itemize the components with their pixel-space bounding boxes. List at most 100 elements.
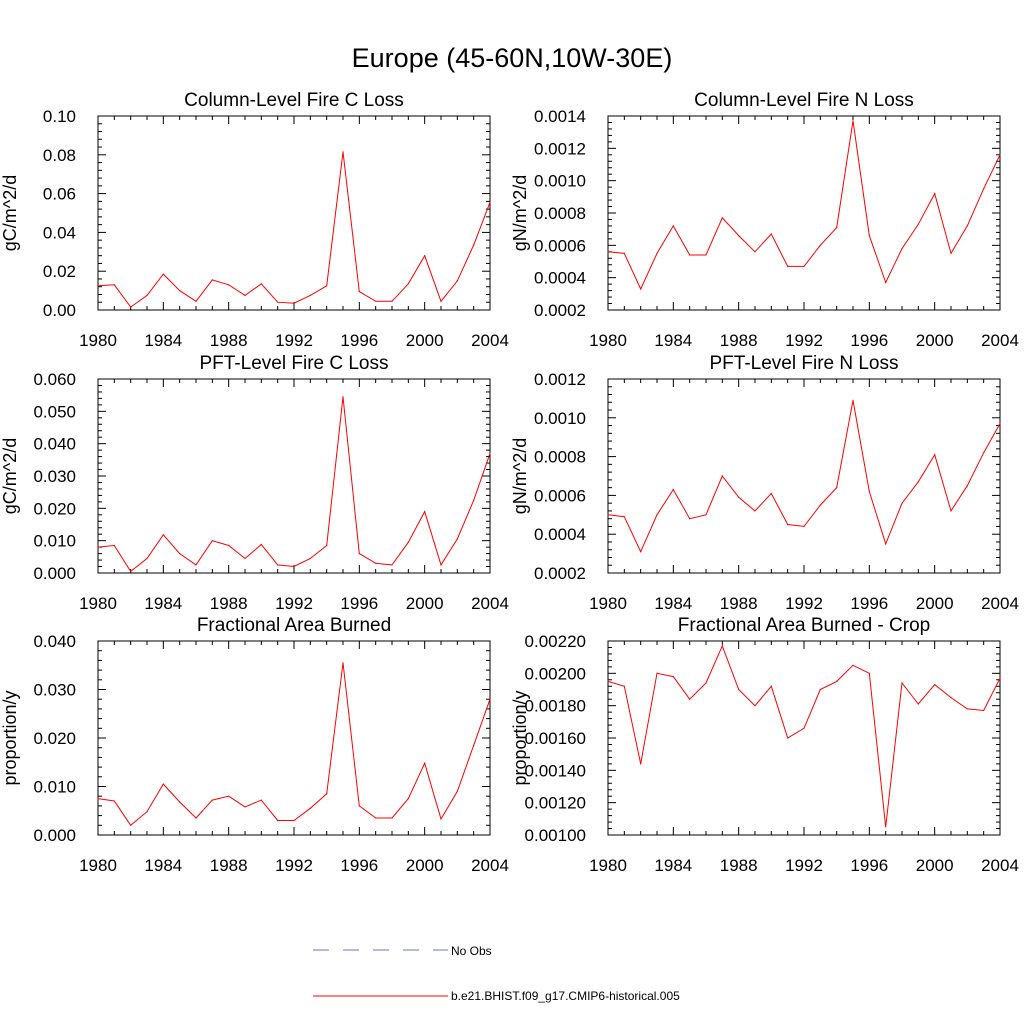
data-point bbox=[999, 677, 1001, 679]
data-point bbox=[607, 680, 609, 683]
data-point bbox=[228, 284, 230, 286]
data-point bbox=[705, 514, 707, 516]
data-point bbox=[656, 514, 658, 516]
y-tick-label: 0.020 bbox=[33, 729, 76, 748]
data-point bbox=[179, 801, 181, 803]
panel-1: 1980 1984 1988 1992 1996 2000 2004 0.00 0.02 0.04… bbox=[0, 90, 509, 350]
x-tick-label: 1996 bbox=[340, 331, 378, 350]
panel-title: Column-Level Fire C Loss bbox=[184, 90, 404, 111]
data-point bbox=[950, 697, 952, 699]
data-point bbox=[489, 452, 491, 454]
data-point bbox=[473, 499, 475, 501]
figure-title: Europe (45-60N,10W-30E) bbox=[352, 43, 673, 73]
data-point bbox=[885, 826, 887, 828]
data-point bbox=[391, 564, 393, 566]
panels: 1980 1984 1988 1992 1996 2000 2004 0.00 0.02 0.04… bbox=[0, 90, 1019, 875]
y-tick-label: 0.0008 bbox=[534, 448, 586, 467]
y-tick-label: 0.050 bbox=[33, 402, 76, 421]
data-point bbox=[803, 525, 805, 528]
data-point bbox=[440, 564, 442, 566]
data-point bbox=[375, 562, 377, 564]
x-tick-label: 2004 bbox=[981, 856, 1019, 875]
data-point bbox=[244, 806, 246, 808]
data-point bbox=[375, 300, 377, 302]
x-tick-label: 1988 bbox=[720, 331, 758, 350]
data-point bbox=[309, 557, 311, 560]
data-point bbox=[754, 705, 756, 707]
series-line bbox=[97, 396, 491, 573]
y-tick-label: 0.00180 bbox=[525, 697, 586, 716]
data-point bbox=[623, 516, 625, 518]
data-point bbox=[819, 688, 821, 691]
y-tick-label: 0.10 bbox=[43, 107, 76, 126]
x-tick-label: 1996 bbox=[340, 594, 378, 613]
data-point bbox=[130, 570, 132, 573]
data-point bbox=[473, 244, 475, 246]
data-point bbox=[819, 504, 821, 506]
data-point bbox=[803, 265, 805, 267]
data-point bbox=[244, 294, 246, 296]
data-point bbox=[375, 817, 377, 819]
y-tick-label: 0.00160 bbox=[525, 729, 586, 748]
x-tick-label: 1992 bbox=[275, 856, 313, 875]
data-point bbox=[934, 454, 936, 456]
data-point bbox=[489, 201, 491, 203]
y-tick-label: 0.0014 bbox=[534, 107, 586, 126]
data-point bbox=[179, 553, 181, 555]
data-point bbox=[195, 817, 197, 819]
data-point bbox=[113, 544, 115, 547]
x-tick-label: 2000 bbox=[406, 856, 444, 875]
y-tick-label: 0.010 bbox=[33, 532, 76, 551]
data-point bbox=[260, 799, 262, 801]
y-axis-label: proportion/y bbox=[0, 690, 20, 785]
data-point bbox=[424, 762, 426, 764]
data-point bbox=[244, 557, 246, 560]
data-point bbox=[672, 676, 674, 678]
data-point bbox=[473, 744, 475, 746]
series-line bbox=[97, 151, 491, 308]
x-tick-label: 1984 bbox=[654, 331, 692, 350]
data-point bbox=[326, 285, 328, 287]
data-point bbox=[113, 800, 115, 802]
data-point bbox=[901, 248, 903, 250]
data-point bbox=[966, 485, 968, 487]
x-tick-label: 1980 bbox=[79, 331, 117, 350]
data-point bbox=[195, 300, 197, 302]
data-point bbox=[640, 551, 642, 553]
data-point bbox=[672, 225, 674, 227]
panel-title: PFT-Level Fire N Loss bbox=[710, 353, 899, 374]
data-point bbox=[787, 265, 789, 267]
data-point bbox=[852, 120, 854, 122]
data-point bbox=[293, 565, 295, 568]
y-tick-label: 0.0004 bbox=[534, 525, 586, 544]
data-point bbox=[705, 682, 707, 684]
y-tick-label: 0.0012 bbox=[534, 139, 586, 158]
x-tick-label: 2004 bbox=[471, 856, 509, 875]
data-point bbox=[277, 819, 279, 822]
y-tick-label: 0.04 bbox=[43, 223, 76, 242]
data-point bbox=[162, 273, 164, 275]
data-point bbox=[836, 227, 838, 229]
data-point bbox=[326, 793, 328, 795]
data-point bbox=[917, 223, 919, 225]
data-point bbox=[228, 795, 230, 797]
y-tick-label: 0.00120 bbox=[525, 794, 586, 813]
y-axis-label: proportion/y bbox=[510, 690, 530, 785]
data-point bbox=[358, 291, 360, 293]
legend-label-model: b.e21.BHIST.f09_g17.CMIP6-historical.005 bbox=[451, 989, 680, 1003]
data-point bbox=[424, 255, 426, 257]
x-tick-label: 1988 bbox=[210, 331, 248, 350]
y-tick-label: 0.0008 bbox=[534, 204, 586, 223]
data-point bbox=[885, 281, 887, 284]
data-point bbox=[309, 294, 311, 296]
y-tick-label: 0.02 bbox=[43, 262, 76, 281]
data-point bbox=[97, 546, 99, 548]
y-axis-label: gC/m^2/d bbox=[0, 175, 20, 251]
data-point bbox=[489, 698, 491, 700]
x-tick-label: 2004 bbox=[981, 331, 1019, 350]
data-point bbox=[721, 217, 723, 219]
data-point bbox=[689, 698, 691, 700]
x-tick-label: 1980 bbox=[589, 331, 627, 350]
data-point bbox=[623, 685, 625, 687]
data-point bbox=[211, 799, 213, 801]
